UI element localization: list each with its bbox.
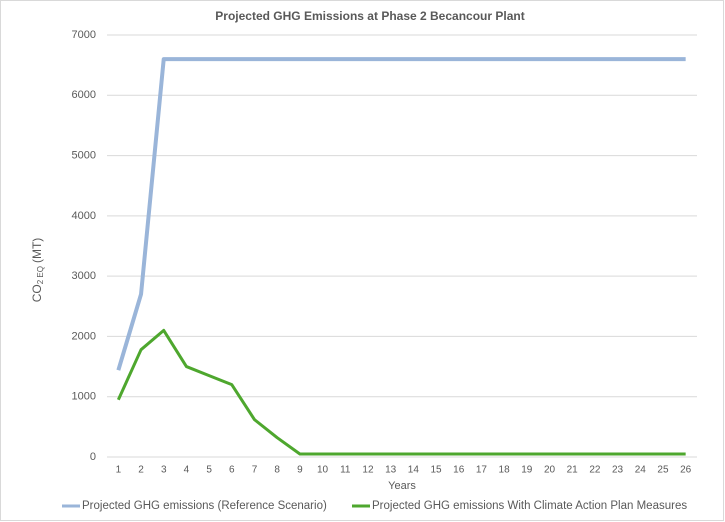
x-tick-label: 18 bbox=[499, 465, 511, 476]
y-label-sub: 2 EQ bbox=[36, 266, 45, 284]
x-tick-label: 20 bbox=[544, 465, 556, 476]
x-tick-label: 23 bbox=[612, 465, 624, 476]
y-tick-label: 4000 bbox=[72, 210, 96, 222]
x-tick-label: 25 bbox=[657, 465, 669, 476]
y-tick-label: 1000 bbox=[72, 391, 96, 403]
x-tick-label: 26 bbox=[680, 465, 692, 476]
y-tick-label: 0 bbox=[90, 451, 96, 463]
x-tick-label: 4 bbox=[184, 465, 190, 476]
x-tick-label: 17 bbox=[476, 465, 488, 476]
x-tick-label: 3 bbox=[161, 465, 167, 476]
x-tick-label: 2 bbox=[138, 465, 144, 476]
x-tick-label: 13 bbox=[385, 465, 397, 476]
x-axis-label: Years bbox=[388, 480, 416, 492]
y-axis-label: CO2 EQ (MT) bbox=[30, 238, 45, 303]
data-line bbox=[116, 328, 686, 456]
chart-title: Projected GHG Emissions at Phase 2 Becan… bbox=[215, 9, 524, 23]
x-tick-label: 19 bbox=[521, 465, 533, 476]
x-tick-label: 21 bbox=[567, 465, 579, 476]
y-label-unit: (MT) bbox=[30, 238, 44, 263]
y-label-main: CO bbox=[30, 284, 44, 302]
x-tick-label: 6 bbox=[229, 465, 235, 476]
y-tick-label: 7000 bbox=[72, 29, 96, 41]
x-tick-label: 11 bbox=[340, 465, 351, 476]
x-tick-label: 8 bbox=[274, 465, 280, 476]
legend-label: Projected GHG emissions With Climate Act… bbox=[372, 500, 687, 512]
x-tick-label: 14 bbox=[408, 465, 420, 476]
legend-label: Projected GHG emissions (Reference Scena… bbox=[82, 500, 327, 512]
y-tick-label: 5000 bbox=[72, 149, 96, 161]
x-tick-label: 22 bbox=[589, 465, 601, 476]
x-tick-label: 16 bbox=[453, 465, 465, 476]
y-tick-label: 6000 bbox=[72, 89, 96, 101]
x-tick-label: 15 bbox=[430, 465, 442, 476]
y-tick-label: 3000 bbox=[72, 270, 96, 282]
y-tick-label: 2000 bbox=[72, 330, 96, 342]
x-tick-label: 1 bbox=[116, 465, 122, 476]
x-tick-label: 9 bbox=[297, 465, 303, 476]
x-tick-label: 24 bbox=[635, 465, 647, 476]
x-tick-label: 5 bbox=[206, 465, 212, 476]
data-line bbox=[116, 57, 686, 371]
x-tick-label: 12 bbox=[362, 465, 374, 476]
x-tick-label: 10 bbox=[317, 465, 329, 476]
x-tick-label: 7 bbox=[252, 465, 258, 476]
